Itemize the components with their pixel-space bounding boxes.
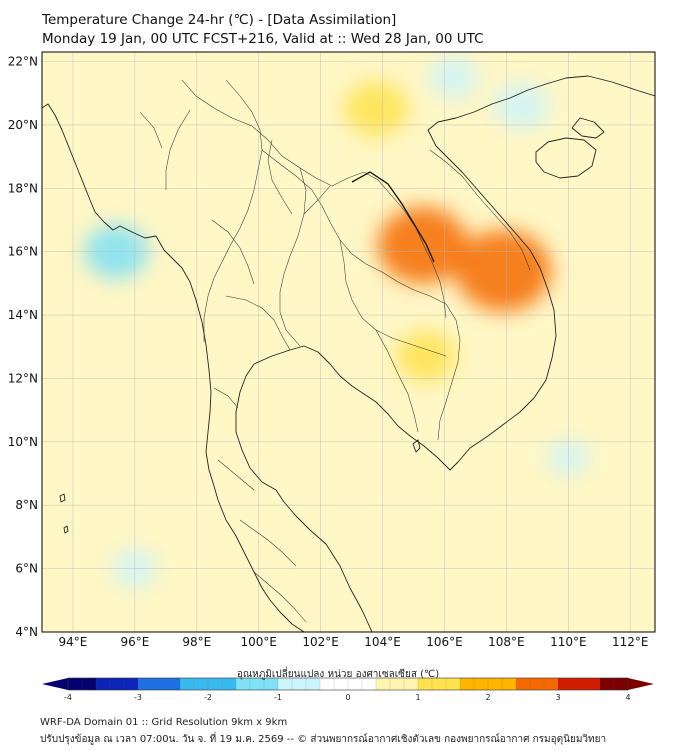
colorbar-tick-label: -3: [134, 693, 142, 702]
map-title: Temperature Change 24-hr (℃) - [Data Ass…: [42, 12, 397, 28]
colorbar-segment: [502, 678, 517, 690]
colorbar-segment: [250, 678, 265, 690]
colorbar-segment: [124, 678, 139, 690]
colorbar-tick-label: 0: [345, 693, 350, 702]
hotspot-central-laos-hot: [377, 206, 469, 284]
colorbar-segment: [446, 678, 461, 690]
lon-tick-label: 98°E: [182, 635, 211, 649]
colorbar-segment: [264, 678, 279, 690]
lon-tick-label: 108°E: [488, 635, 525, 649]
colorbar-segment: [516, 678, 531, 690]
colorbar-segment: [152, 678, 167, 690]
map-background: [42, 52, 655, 632]
lon-tick-label: 96°E: [120, 635, 149, 649]
colorbar-tick-label: 1: [415, 693, 420, 702]
colorbar-segment: [180, 678, 195, 690]
colorbar-segment: [390, 678, 405, 690]
colorbar-segment: [82, 678, 97, 690]
lat-tick-label: 18°N: [8, 181, 38, 195]
colorbar-segment: [432, 678, 447, 690]
colorbar-segment: [362, 678, 377, 690]
colorbar-segment: [138, 678, 153, 690]
colorbar-segment: [166, 678, 181, 690]
colorbar-segment: [292, 678, 307, 690]
colorbar-segment: [348, 678, 363, 690]
colorbar-tick-label: -1: [274, 693, 282, 702]
colorbar-segment: [68, 678, 83, 690]
colorbar-segment: [488, 678, 503, 690]
colorbar-max-arrow: [628, 678, 654, 690]
colorbar-tick-label: -2: [204, 693, 212, 702]
colorbar-segment: [376, 678, 391, 690]
coastline-borders: [42, 75, 655, 632]
colorbar-segment: [404, 678, 419, 690]
lat-tick-label: 22°N: [8, 55, 38, 69]
lon-tick-label: 94°E: [59, 635, 88, 649]
lat-tick-label: 16°N: [8, 245, 38, 259]
hotspot-gulf-tonkin-cool: [494, 82, 549, 129]
lon-tick-label: 110°E: [550, 635, 587, 649]
lon-tick-label: 102°E: [302, 635, 339, 649]
lon-tick-label: 104°E: [364, 635, 401, 649]
colorbar-segment: [544, 678, 559, 690]
colorbar-segment: [460, 678, 475, 690]
colorbar-segment: [306, 678, 321, 690]
colorbar: [42, 677, 654, 691]
lon-tick-label: 100°E: [240, 635, 277, 649]
lon-tick-label: 112°E: [612, 635, 649, 649]
laos-border-highlight: [351, 171, 435, 263]
colorbar-segment: [208, 678, 223, 690]
colorbar-tick-label: 2: [485, 693, 490, 702]
footer-credit: ปรับปรุงข้อมูล ณ เวลา 07:00น. วัน จ. ที่…: [40, 734, 607, 745]
temperature-map: 22°N 20°N 18°N 16°N 14°N 12°N 10°N 8°N 6°N 4°N 94…: [8, 51, 656, 702]
hotspot-cambodia-warm: [396, 331, 456, 382]
lon-tick-label: 106°E: [426, 635, 463, 649]
hotspot-central-vietnam-hot: [455, 230, 552, 312]
temperature-field: [84, 56, 589, 588]
lat-tick-label: 14°N: [8, 308, 38, 322]
colorbar-segment: [110, 678, 125, 690]
colorbar-ticks: -4 -3 -2 -1 0 1 2 3 4: [64, 693, 631, 702]
colorbar-segment: [418, 678, 433, 690]
lat-tick-label: 20°N: [8, 118, 38, 132]
colorbar-title: อุณหภูมิเปลี่ยนแปลง หน่วย องศาเซลเซียส (…: [236, 669, 440, 680]
colorbar-segment: [222, 678, 237, 690]
map-subtitle: Monday 19 Jan, 00 UTC FCST+216, Valid at…: [42, 31, 484, 47]
colorbar-segment: [320, 678, 335, 690]
colorbar-segment: [614, 678, 629, 690]
colorbar-segment: [600, 678, 615, 690]
lat-tick-label: 4°N: [15, 625, 38, 639]
colorbar-segment: [236, 678, 251, 690]
colorbar-segment: [194, 678, 209, 690]
colorbar-segment: [572, 678, 587, 690]
colorbar-segment: [558, 678, 573, 690]
colorbar-tick-label: -4: [64, 693, 72, 702]
latitude-labels: 22°N 20°N 18°N 16°N 14°N 12°N 10°N 8°N 6°N 4°N: [8, 55, 38, 639]
map-frame: [41, 51, 656, 633]
longitude-labels: 94°E 96°E 98°E 100°E 102°E 104°E 106°E 108°E 110…: [59, 635, 649, 649]
hotspot-north-vietnam-cool: [429, 56, 479, 99]
colorbar-segment: [474, 678, 489, 690]
footer-resolution: WRF-DA Domain 01 :: Grid Resolution 9km …: [40, 717, 288, 728]
lat-tick-label: 12°N: [8, 371, 38, 385]
hotspot-north-laos-warm: [344, 81, 409, 137]
colorbar-segment: [334, 678, 349, 690]
colorbar-segment: [278, 678, 293, 690]
colorbar-tick-label: 4: [625, 693, 630, 702]
colorbar-tick-label: 3: [555, 693, 560, 702]
internal-boundaries: [139, 79, 531, 623]
colorbar-segment: [96, 678, 111, 690]
grid-lines: [42, 52, 655, 632]
lat-tick-label: 10°N: [8, 435, 38, 449]
colorbar-segment: [530, 678, 545, 690]
colorbar-min-arrow: [42, 678, 68, 690]
colorbar-segment: [586, 678, 601, 690]
lat-tick-label: 8°N: [15, 498, 38, 512]
lat-tick-label: 6°N: [15, 562, 38, 576]
